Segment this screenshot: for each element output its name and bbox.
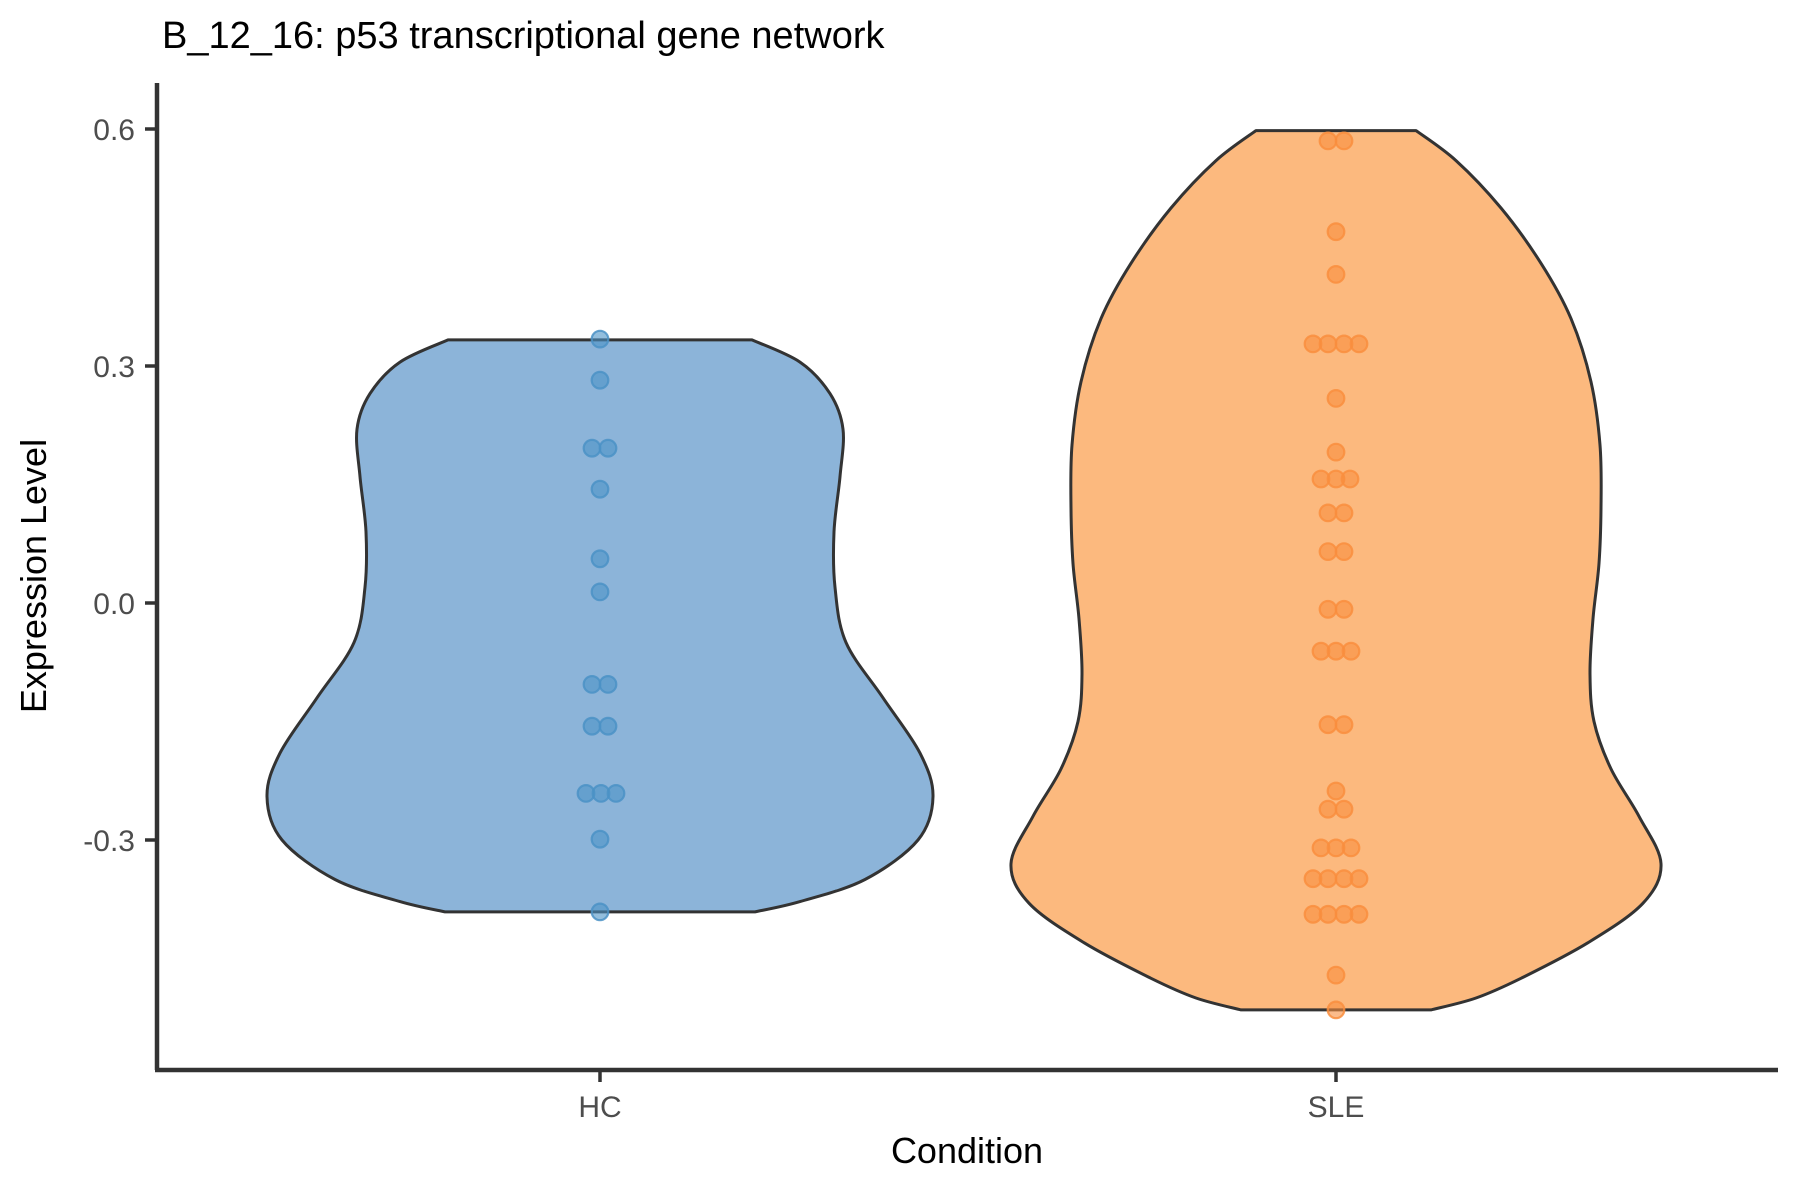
sle-jitter-point: [1334, 131, 1354, 151]
violins-layer: [265, 129, 1663, 1012]
sle-jitter-point: [1341, 641, 1361, 661]
sle-jitter-point: [1349, 869, 1369, 889]
sle-jitter-point: [1326, 389, 1346, 408]
sle-jitter-point: [1334, 599, 1354, 619]
sle-jitter-point: [1318, 715, 1338, 735]
axes-layer: 0.6 0.3 0.0 -0.3 HC SLE: [83, 83, 1778, 1124]
sle-jitter-point: [1326, 965, 1346, 985]
hc-jitter-point: [582, 438, 602, 458]
sle-jitter-point: [1349, 334, 1369, 354]
hc-jitter-point: [590, 370, 610, 390]
sle-jitter-point: [1326, 442, 1346, 462]
sle-jitter-point: [1326, 781, 1346, 801]
sle-jitter-point: [1326, 222, 1346, 242]
sle-jitter-point: [1318, 869, 1338, 889]
x-axis-title: Condition: [891, 1130, 1043, 1171]
y-axis-title: Expression Level: [13, 439, 54, 713]
jitter-points-layer: [576, 131, 1369, 1020]
sle-jitter-point: [1349, 904, 1369, 924]
hc-jitter-point: [606, 784, 626, 803]
y-tick-label: 0.6: [93, 114, 135, 147]
sle-jitter-point: [1318, 799, 1338, 819]
sle-jitter-point: [1318, 542, 1338, 561]
sle-jitter-point: [1318, 599, 1338, 619]
sle-jitter-point: [1334, 542, 1354, 561]
sle-jitter-point: [1340, 469, 1360, 489]
hc-jitter-point: [582, 716, 602, 736]
sle-jitter-point: [1326, 1000, 1346, 1020]
x-tick-label-hc: HC: [578, 1091, 621, 1124]
plot-title: B_12_16: p53 transcriptional gene networ…: [162, 15, 885, 57]
y-tick-label: -0.3: [83, 825, 135, 858]
hc-jitter-point: [598, 675, 618, 694]
hc-jitter-point: [590, 902, 610, 922]
sle-jitter-point: [1318, 334, 1338, 354]
y-tick-label: 0.0: [93, 588, 135, 621]
sle-violin: [1009, 129, 1663, 1012]
sle-jitter-point: [1318, 131, 1338, 151]
hc-jitter-point: [598, 438, 618, 458]
sle-jitter-point: [1318, 503, 1338, 523]
sle-jitter-point: [1341, 838, 1361, 858]
hc-jitter-point: [582, 675, 602, 694]
hc-jitter-point: [590, 479, 610, 499]
hc-jitter-point: [590, 829, 610, 849]
hc-jitter-point: [598, 716, 618, 736]
sle-jitter-point: [1318, 904, 1338, 924]
hc-violin: [265, 338, 935, 914]
sle-jitter-point: [1334, 799, 1354, 819]
y-tick-label: 0.3: [93, 351, 135, 384]
hc-jitter-point: [590, 582, 610, 602]
x-tick-label-sle: SLE: [1308, 1091, 1365, 1124]
sle-jitter-point: [1334, 715, 1354, 735]
sle-jitter-point: [1326, 265, 1346, 284]
sle-jitter-point: [1334, 503, 1354, 523]
hc-jitter-point: [590, 549, 610, 569]
hc-jitter-point: [590, 329, 610, 349]
